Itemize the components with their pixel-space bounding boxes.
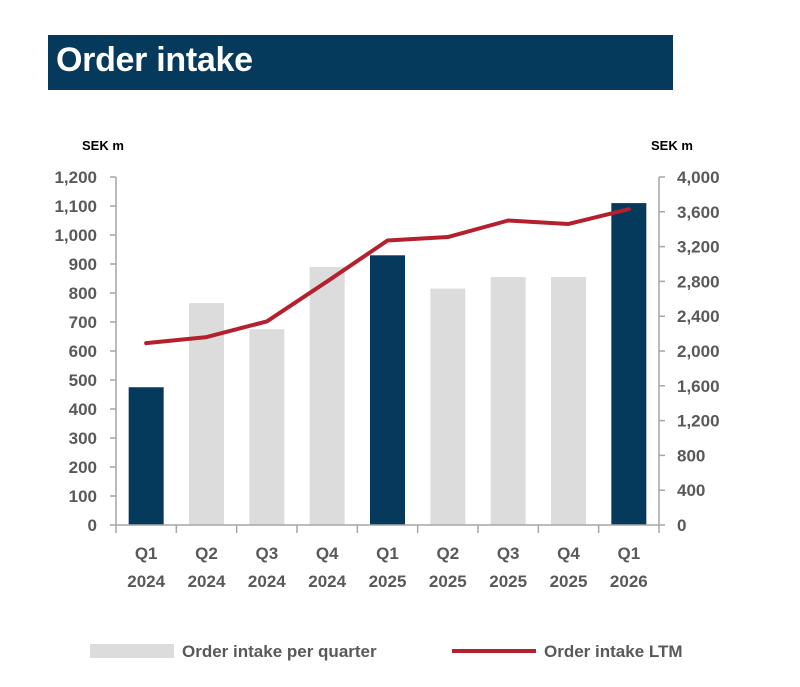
left-tick-label: 400 [69,400,97,419]
bar-2 [249,329,285,525]
x-tick-label: 2025 [489,572,527,591]
page-title: Order intake [56,41,253,79]
left-tick-label: 0 [88,516,97,535]
x-tick-label: Q3 [255,544,278,563]
right-tick-label: 4,000 [677,168,720,187]
title-banner: Order intake [48,35,673,90]
left-tick-label: 600 [69,342,97,361]
x-tick-label: Q4 [316,544,339,563]
left-tick-label: 900 [69,255,97,274]
left-tick-label: 100 [69,487,97,506]
legend-bar-label: Order intake per quarter [182,642,377,661]
x-tick-label: Q1 [135,544,158,563]
right-tick-label: 400 [677,481,705,500]
x-tick-label: Q1 [617,544,640,563]
x-tick-label: 2024 [248,572,286,591]
legend-bar-swatch [90,644,174,658]
left-tick-label: 1,100 [54,197,97,216]
right-axis-unit: SEK m [651,138,693,153]
legend-line-label: Order intake LTM [544,642,683,661]
x-tick-label: Q2 [195,544,218,563]
x-tick-label: 2024 [188,572,226,591]
right-tick-label: 1,600 [677,377,720,396]
x-tick-label: 2024 [308,572,346,591]
x-tick-label: 2025 [550,572,588,591]
left-tick-label: 700 [69,313,97,332]
bar-8 [611,203,647,525]
left-axis-unit: SEK m [82,138,124,153]
x-tick-label: 2026 [610,572,648,591]
x-tick-label: 2025 [369,572,407,591]
x-tick-label: Q1 [376,544,399,563]
bar-0 [128,387,164,525]
x-tick-label: Q4 [557,544,580,563]
x-tick-label: 2024 [127,572,165,591]
bar-5 [430,288,466,525]
right-tick-label: 2,800 [677,272,720,291]
right-tick-label: 800 [677,446,705,465]
left-tick-label: 200 [69,458,97,477]
left-tick-label: 500 [69,371,97,390]
left-tick-label: 800 [69,284,97,303]
ltm-line [144,207,631,346]
x-tick-label: Q2 [436,544,459,563]
bar-3 [309,266,345,525]
x-tick-label: Q3 [497,544,520,563]
bar-4 [370,255,405,526]
right-tick-label: 3,200 [677,238,720,257]
right-tick-label: 1,200 [677,412,720,431]
right-tick-label: 2,400 [677,307,720,326]
left-tick-label: 300 [69,429,97,448]
x-tick-label: 2025 [429,572,467,591]
left-tick-label: 1,000 [54,226,97,245]
bar-7 [551,277,586,525]
left-tick-label: 1,200 [54,168,97,187]
right-tick-label: 2,000 [677,342,720,361]
right-tick-label: 3,600 [677,203,720,222]
bar-6 [490,277,526,525]
right-tick-label: 0 [677,516,686,535]
